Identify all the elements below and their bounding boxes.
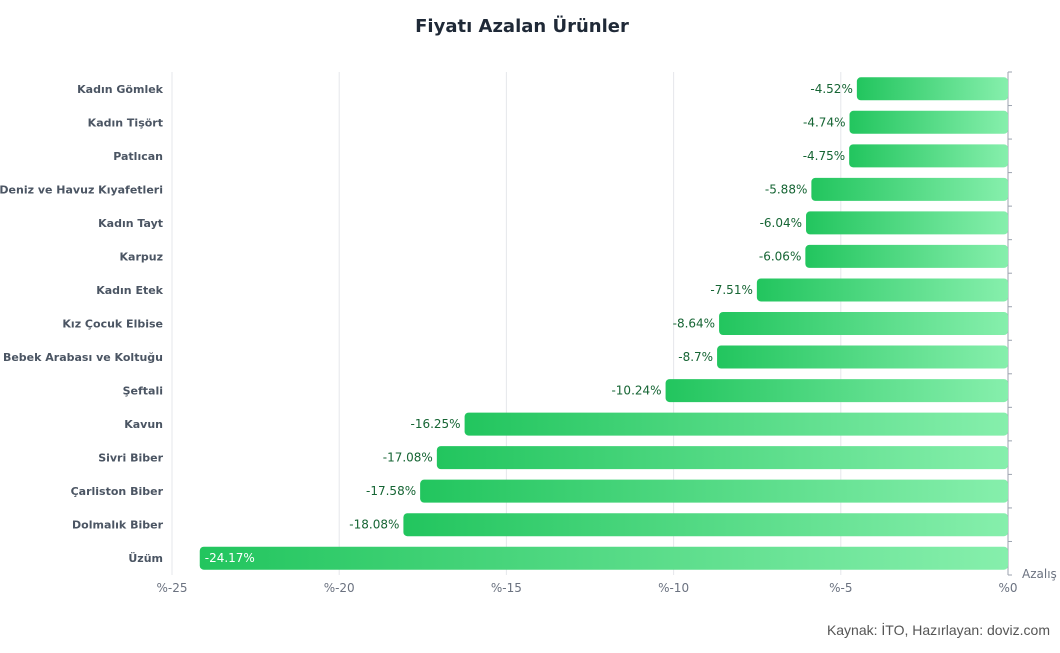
data-label: -4.74% (803, 115, 845, 129)
x-axis-label: Azalış (1022, 567, 1057, 581)
category-label: Kadın Tayt (98, 217, 163, 230)
data-label: -7.51% (710, 283, 752, 297)
bar (665, 379, 1008, 403)
bar (719, 312, 1008, 335)
source-note: Kaynak: İTO, Hazırlayan: doviz.com (826, 622, 1050, 638)
bar (717, 345, 1008, 369)
bar (464, 412, 1009, 436)
data-label: -18.08% (349, 518, 399, 532)
bar (811, 177, 1008, 201)
bar (199, 546, 1009, 570)
data-label: -8.7% (678, 350, 713, 364)
bar-chart: Fiyatı Azalan Ürünler -4.52% -4.74% -4.75%… (0, 15, 1057, 595)
bar (420, 479, 1009, 503)
category-label: Deniz ve Havuz Kıyafetleri (0, 183, 163, 196)
x-tick-label: %-25 (156, 581, 187, 595)
bar (403, 513, 1008, 537)
data-label: -5.88% (765, 182, 807, 196)
chart-title: Fiyatı Azalan Ürünler (415, 15, 629, 37)
data-label: -17.58% (366, 484, 416, 498)
bar (436, 446, 1008, 470)
category-label: Üzüm (128, 551, 163, 565)
data-label: -17.08% (383, 451, 433, 465)
category-label: Sivri Biber (98, 452, 163, 465)
bar (805, 244, 1008, 268)
category-label: Kız Çocuk Elbise (62, 318, 163, 331)
bar (849, 144, 1008, 168)
data-label: -4.52% (810, 82, 852, 96)
bar (806, 211, 1008, 235)
x-tick-label: %-10 (658, 581, 689, 595)
data-label: -6.04% (760, 216, 802, 230)
x-tick-label: %-5 (829, 581, 852, 595)
category-label: Dolmalık Biber (72, 519, 164, 532)
x-tick-label: %-20 (324, 581, 355, 595)
data-label: -6.06% (759, 249, 801, 263)
data-label: -4.75% (803, 149, 845, 163)
category-label: Çarliston Biber (71, 485, 164, 498)
category-label: Patlıcan (113, 150, 163, 163)
category-label: Kadın Gömlek (77, 83, 164, 96)
category-label: Kadın Etek (96, 284, 163, 297)
category-label: Kadın Tişört (88, 116, 163, 129)
bars: -4.52% -4.74% -4.75% -5.88% -6.04% -6.06% -7.5… (199, 77, 1009, 570)
bar (849, 110, 1008, 134)
bar (756, 278, 1008, 302)
category-label: Bebek Arabası ve Koltuğu (3, 351, 163, 364)
data-label: -24.17% (205, 551, 255, 565)
category-label: Kavun (124, 418, 163, 431)
x-tick-label: %-15 (491, 581, 522, 595)
category-label: Karpuz (120, 250, 163, 263)
bar (856, 77, 1008, 101)
x-axis-ticks: %-25 %-20 %-15 %-10 %-5 %0 (156, 581, 1017, 595)
data-label: -16.25% (411, 417, 461, 431)
data-label: -8.64% (673, 317, 715, 331)
x-tick-label: %0 (998, 581, 1017, 595)
category-labels: Kadın Gömlek Kadın Tişört Patlıcan Deniz ve… (0, 83, 164, 565)
category-label: Şeftali (123, 385, 163, 398)
data-label: -10.24% (611, 384, 661, 398)
